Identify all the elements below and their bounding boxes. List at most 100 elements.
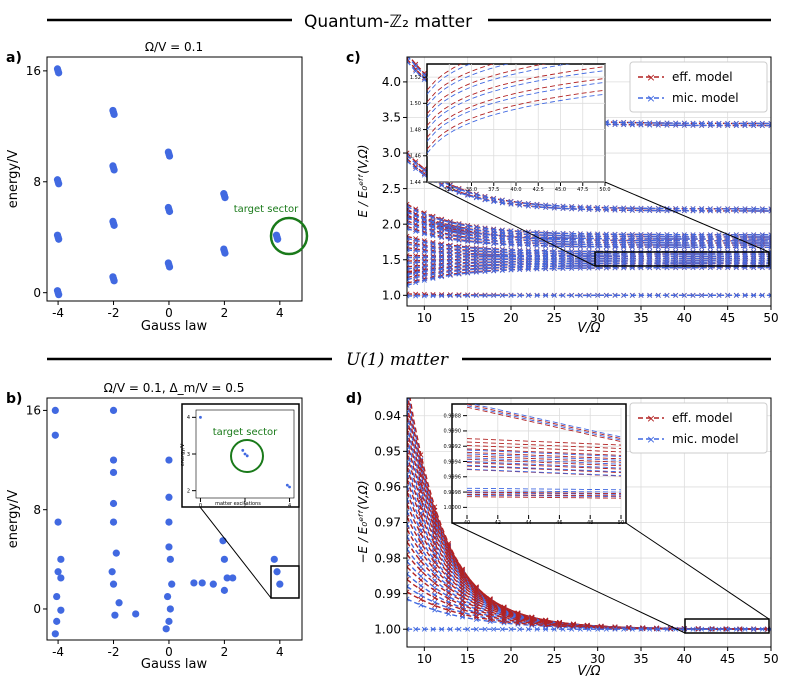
c-xtick-label: 20 [503, 311, 518, 325]
series-marker-c-red [439, 216, 445, 222]
scatter-point-a [55, 291, 63, 299]
scatter-point-b [229, 574, 237, 582]
series-marker-d-blue [405, 385, 409, 389]
series-marker-d-red [407, 415, 410, 421]
series-marker-d-red [432, 595, 438, 601]
inset-d-line-red [466, 465, 622, 474]
series-marker-d-ground [525, 626, 531, 632]
series-marker-d-ground [759, 626, 765, 632]
series-marker-c-blue [560, 203, 566, 209]
series-marker-d-ground [733, 626, 739, 632]
series-marker-c-blue [430, 258, 436, 265]
series-marker-c-blue [421, 293, 427, 299]
series-marker-d-ground [569, 626, 575, 632]
series-marker-c-blue [543, 248, 549, 254]
series-marker-c-blue [655, 120, 661, 126]
scatter-point-b [54, 518, 62, 526]
series-marker-c-red [407, 201, 410, 207]
series-marker-c-blue [447, 269, 453, 275]
series-marker-c-blue [447, 186, 453, 192]
b-ytick-label: 8 [33, 503, 41, 517]
c-inset-ytick-label: 1.44 [410, 180, 421, 186]
series-marker-c-blue [421, 244, 427, 250]
target-sector-label: target sector [234, 204, 299, 215]
series-marker-c-blue [629, 292, 635, 298]
series-marker-c-blue [421, 172, 427, 178]
scatter-point-b [168, 580, 176, 588]
series-marker-c-blue [768, 236, 771, 242]
series-marker-c-blue [525, 201, 531, 207]
zoom-line-c1 [426, 181, 596, 267]
series-marker-c-blue [413, 228, 419, 234]
scatter-point-b [165, 617, 173, 625]
inset-d-line-blue [466, 464, 622, 473]
series-marker-d-blue [407, 521, 410, 527]
series-marker-c-blue [413, 213, 419, 219]
series-line-d-blue [407, 561, 768, 630]
series-marker-c-blue [733, 120, 739, 126]
series-marker-c-blue [621, 242, 627, 248]
series-marker-d-red [459, 598, 465, 604]
series-marker-c-blue [569, 292, 575, 298]
d-inset-ytick-label: 0.9994 [444, 459, 462, 465]
series-marker-c-blue [699, 253, 705, 259]
series-marker-d-ground [742, 626, 748, 632]
series-marker-c-blue [759, 206, 765, 212]
inset-d-line-red [467, 491, 622, 495]
d-ytick-label: 0.95 [374, 445, 401, 459]
d-inset-ytick-label: 0.9998 [444, 490, 462, 496]
series-marker-c-blue [430, 219, 436, 225]
series-marker-c-blue [690, 292, 696, 298]
series-marker-c-blue [612, 260, 618, 266]
series-marker-c-blue [725, 292, 731, 298]
c-inset-xtick-label: 42.5 [533, 187, 544, 193]
series-marker-c-blue [612, 119, 618, 125]
panel-a: a) Ω/V = 0.1 -4 -2 0 2 4 0 8 16 target sector G… [6, 40, 309, 334]
series-marker-d-ground [517, 626, 523, 632]
series-marker-c-blue [413, 274, 419, 281]
series-marker-d-ground [413, 626, 419, 632]
series-marker-d-ground [586, 626, 592, 632]
series-marker-c-blue [456, 293, 462, 299]
series-marker-c-blue [517, 200, 523, 206]
series-marker-c-blue [430, 249, 436, 255]
series-marker-d-red [473, 614, 479, 620]
series-marker-c-blue [655, 258, 661, 264]
series-marker-c-blue [447, 272, 453, 278]
series-marker-c-blue [612, 231, 618, 237]
series-marker-d-red [459, 590, 465, 596]
section-title-top: Quantum-ℤ₂ matter [304, 12, 472, 32]
series-marker-d-red [432, 566, 438, 572]
inset-d-line-red [466, 406, 622, 443]
series-marker-c-blue [629, 240, 635, 246]
inset-b-point [288, 485, 291, 489]
scatter-point-b [132, 610, 140, 618]
series-marker-c-blue [612, 258, 618, 264]
series-marker-c-blue [716, 206, 722, 212]
b-xtick-label: -4 [52, 645, 64, 659]
ylabel-a: energy/V [6, 150, 21, 209]
inset-d-line-blue [466, 468, 622, 477]
series-marker-c-blue [421, 239, 427, 245]
series-line-c-red [407, 264, 771, 279]
series-marker-c-blue [725, 244, 731, 250]
scatter-point-b [53, 592, 61, 601]
series-marker-c-blue [681, 253, 687, 259]
chart-title-a: Ω/V = 0.1 [145, 40, 203, 54]
legend-c: × eff. model × mic. model [629, 61, 768, 113]
series-marker-d-blue [407, 596, 410, 602]
scatter-point-b [219, 537, 227, 545]
inset-d-line-red [466, 451, 622, 460]
series-marker-c-blue [595, 242, 601, 248]
series-marker-c-blue [629, 205, 635, 211]
legend-box-c [629, 61, 768, 113]
series-marker-d-ground [560, 626, 566, 632]
series-marker-c-blue [595, 231, 601, 237]
series-marker-d-ground [508, 626, 514, 632]
panel-label-c: c) [346, 50, 361, 66]
series-marker-c-blue [499, 292, 505, 298]
series-line-d-red [407, 429, 768, 630]
series-marker-d-red [407, 402, 410, 408]
series-marker-c-blue [407, 158, 410, 164]
panel-d: d) 10 15 20 25 30 35 40 45 50 0.94 0.95 0.96 0.97 0.9… [346, 385, 779, 679]
